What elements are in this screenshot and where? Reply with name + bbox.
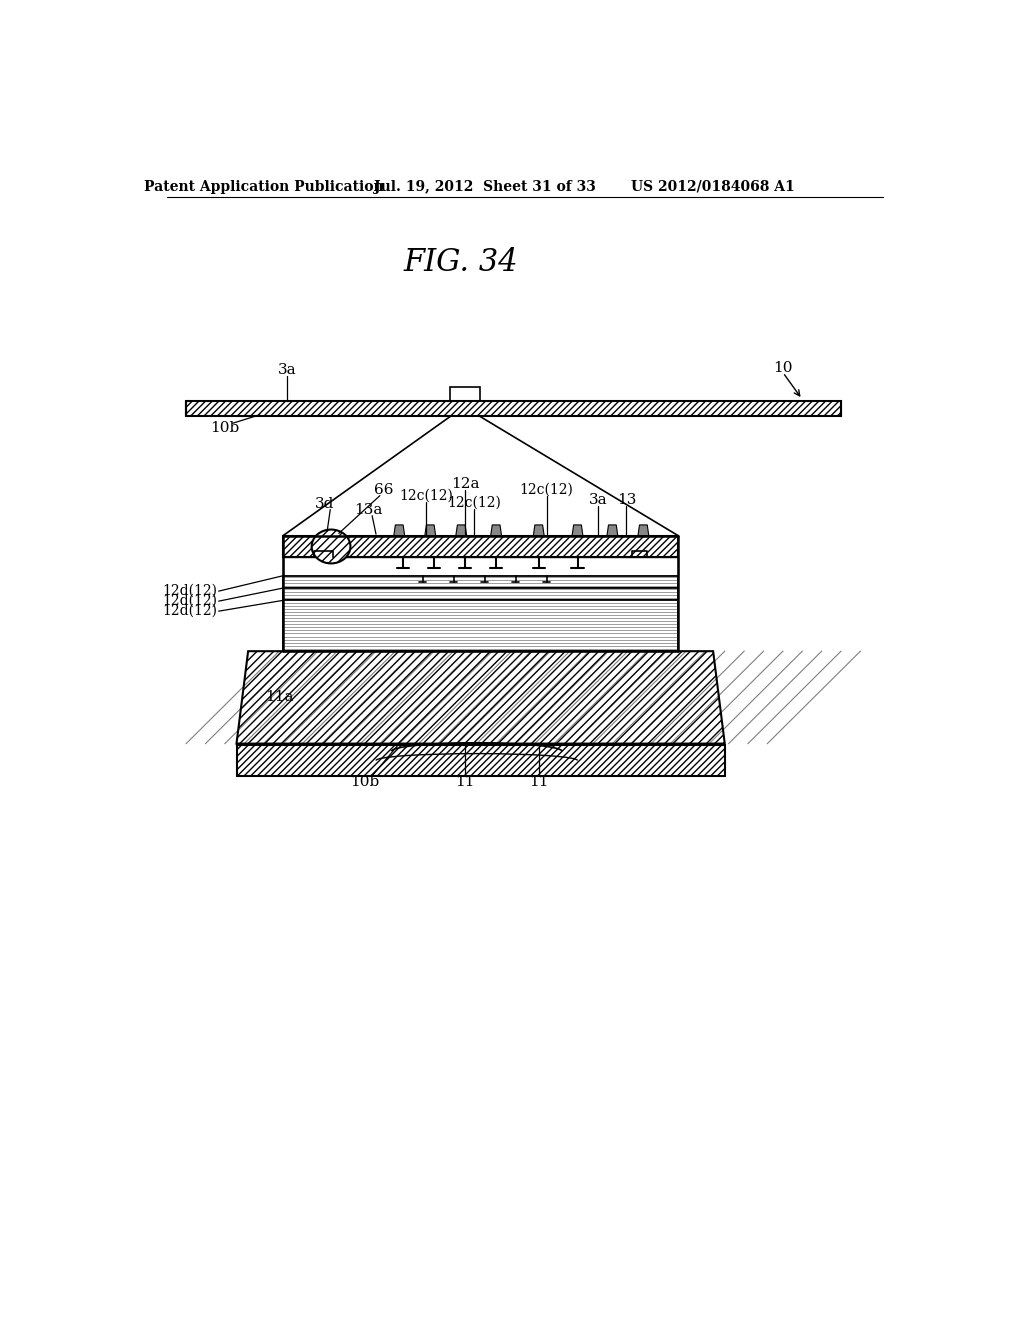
Polygon shape [394, 525, 404, 536]
Text: Jul. 19, 2012  Sheet 31 of 33: Jul. 19, 2012 Sheet 31 of 33 [374, 180, 595, 194]
Polygon shape [283, 557, 678, 576]
Text: 12c(12): 12c(12) [519, 483, 573, 496]
Text: 11: 11 [456, 775, 475, 789]
Text: 13a: 13a [354, 503, 382, 517]
Text: 10: 10 [773, 360, 793, 375]
Polygon shape [283, 601, 678, 651]
Polygon shape [572, 525, 583, 536]
Text: 12d(12): 12d(12) [162, 594, 217, 609]
Text: FIG. 34: FIG. 34 [403, 247, 518, 277]
Ellipse shape [311, 529, 350, 564]
Text: 3a: 3a [278, 363, 296, 378]
Polygon shape [456, 525, 467, 536]
Text: 3d: 3d [314, 498, 334, 511]
Text: US 2012/0184068 A1: US 2012/0184068 A1 [631, 180, 795, 194]
Text: 11: 11 [529, 775, 549, 789]
Polygon shape [425, 525, 435, 536]
Polygon shape [534, 525, 544, 536]
Text: 11a: 11a [265, 690, 293, 705]
Text: Patent Application Publication: Patent Application Publication [143, 180, 383, 194]
Polygon shape [490, 525, 502, 536]
Text: 12c(12): 12c(12) [399, 488, 454, 503]
Text: 3a: 3a [589, 494, 607, 507]
Text: 13: 13 [616, 494, 636, 507]
Text: 12c(12): 12c(12) [447, 495, 502, 510]
Text: 10b: 10b [210, 421, 240, 434]
Text: 66: 66 [374, 483, 393, 496]
Polygon shape [237, 651, 725, 743]
Text: 12d(12): 12d(12) [162, 605, 217, 618]
Polygon shape [283, 589, 678, 601]
Polygon shape [186, 401, 841, 416]
Polygon shape [283, 576, 678, 589]
Polygon shape [607, 525, 617, 536]
Text: 12a: 12a [451, 477, 479, 491]
Text: 10b: 10b [350, 775, 379, 789]
Text: 12d(12): 12d(12) [162, 585, 217, 598]
Polygon shape [283, 536, 678, 557]
Polygon shape [237, 744, 725, 776]
Polygon shape [638, 525, 649, 536]
